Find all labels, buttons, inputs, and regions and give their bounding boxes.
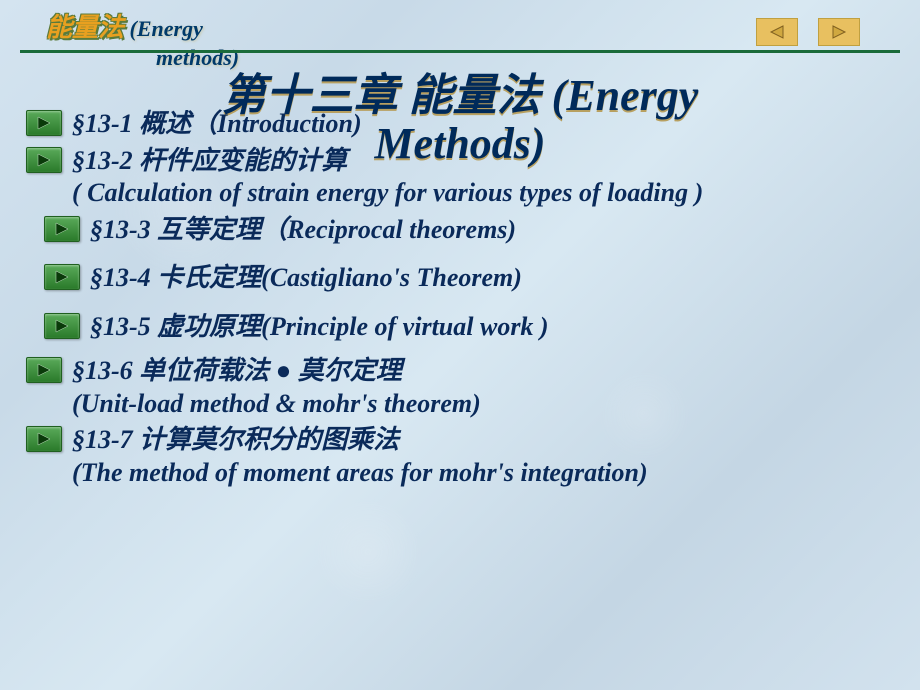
divider bbox=[20, 50, 900, 53]
play-icon bbox=[44, 313, 80, 339]
item-text: §13-1 概述（Introduction) bbox=[72, 108, 362, 141]
item-text: §13-6 单位荷载法 ● 莫尔定理 (Unit-load method & m… bbox=[72, 355, 481, 420]
play-icon bbox=[44, 264, 80, 290]
play-icon bbox=[44, 216, 80, 242]
play-icon bbox=[26, 110, 62, 136]
triangle-right-icon bbox=[830, 24, 848, 40]
item-text: §13-7 计算莫尔积分的图乘法 (The method of moment a… bbox=[72, 424, 648, 489]
list-item[interactable]: §13-2 杆件应变能的计算 ( Calculation of strain e… bbox=[26, 145, 900, 210]
header-en-1: (Energy bbox=[124, 16, 203, 41]
next-button[interactable] bbox=[818, 18, 860, 46]
play-icon bbox=[26, 147, 62, 173]
list-item[interactable]: §13-7 计算莫尔积分的图乘法 (The method of moment a… bbox=[26, 424, 900, 489]
list-item[interactable]: §13-1 概述（Introduction) bbox=[26, 108, 900, 141]
list-item[interactable]: §13-5 虚功原理(Principle of virtual work ) bbox=[44, 311, 900, 344]
item-text: §13-4 卡氏定理(Castigliano's Theorem) bbox=[90, 262, 522, 295]
header-en-2: methods) bbox=[156, 45, 239, 70]
prev-button[interactable] bbox=[756, 18, 798, 46]
list-item[interactable]: §13-6 单位荷载法 ● 莫尔定理 (Unit-load method & m… bbox=[26, 355, 900, 420]
toc-list: §13-1 概述（Introduction) §13-2 杆件应变能的计算 ( … bbox=[26, 108, 900, 493]
item-text: §13-5 虚功原理(Principle of virtual work ) bbox=[90, 311, 549, 344]
nav-buttons bbox=[756, 18, 860, 46]
list-item[interactable]: §13-4 卡氏定理(Castigliano's Theorem) bbox=[44, 262, 900, 295]
triangle-left-icon bbox=[768, 24, 786, 40]
header-title: 能量法 (Energy methods) bbox=[46, 14, 266, 71]
play-icon bbox=[26, 357, 62, 383]
item-text: §13-3 互等定理（Reciprocal theorems) bbox=[90, 214, 516, 247]
play-icon bbox=[26, 426, 62, 452]
item-text: §13-2 杆件应变能的计算 ( Calculation of strain e… bbox=[72, 145, 703, 210]
list-item[interactable]: §13-3 互等定理（Reciprocal theorems) bbox=[44, 214, 900, 247]
header-cn: 能量法 bbox=[46, 13, 124, 42]
